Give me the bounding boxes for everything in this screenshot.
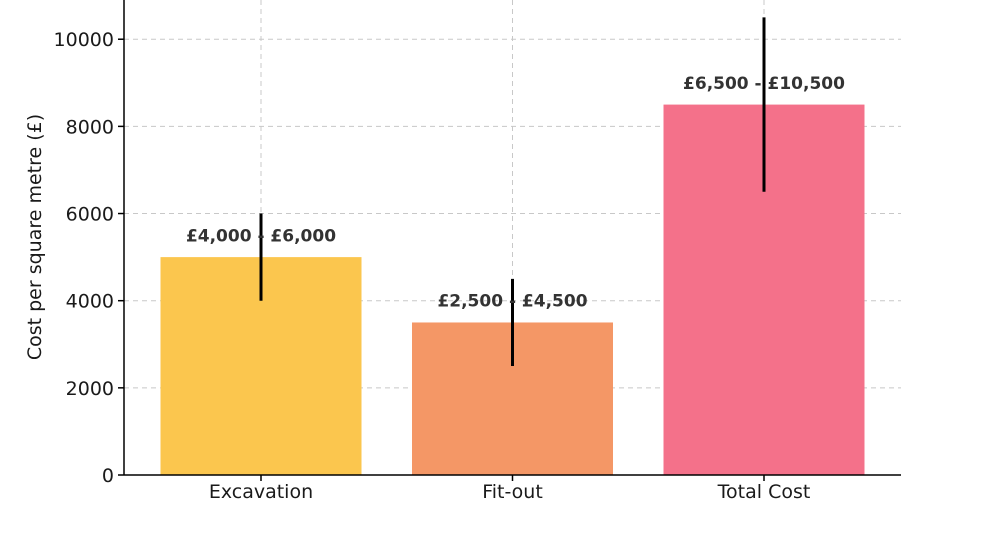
data-label-layer: £4,000 - £6,000 £2,500 - £4,500 £6,500 - £… bbox=[186, 74, 845, 312]
error-bar-layer bbox=[259, 17, 766, 367]
x-tick-label: Excavation bbox=[209, 481, 313, 503]
tick-layer: 0 2000 4000 6000 8000 10000 Excavation Fit-out T… bbox=[54, 29, 811, 503]
x-tick-label: Fit-out bbox=[482, 481, 543, 503]
y-tick-label: 6000 bbox=[66, 204, 114, 226]
y-tick-label: 8000 bbox=[66, 116, 114, 138]
y-tick-label: 2000 bbox=[66, 378, 114, 400]
data-label: £2,500 - £4,500 bbox=[437, 292, 587, 312]
data-label: £6,500 - £10,500 bbox=[683, 74, 845, 94]
data-label: £4,000 - £6,000 bbox=[186, 226, 336, 246]
y-tick-label: 0 bbox=[102, 465, 114, 487]
y-tick-label: 10000 bbox=[54, 29, 114, 51]
y-tick-label: 4000 bbox=[66, 291, 114, 313]
y-axis-title: Cost per square metre (£) bbox=[24, 114, 46, 360]
x-tick-label: Total Cost bbox=[717, 481, 811, 503]
